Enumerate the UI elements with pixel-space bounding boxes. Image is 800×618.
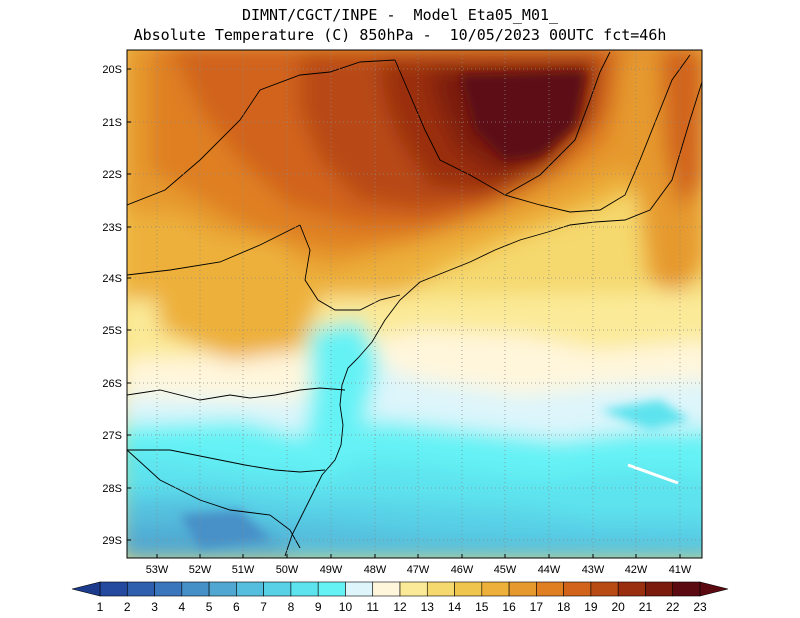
colorbar-swatch	[126, 581, 155, 597]
lat-label: 27S	[102, 430, 122, 442]
lat-label: 28S	[102, 483, 122, 495]
colorbar-right-arrow	[699, 581, 729, 597]
colorbar-label: 10	[339, 600, 353, 614]
lat-label: 26S	[102, 378, 122, 390]
colorbar-label: 15	[475, 600, 489, 614]
colorbar-label: 22	[666, 600, 680, 614]
lon-label: 44W	[538, 564, 561, 576]
colorbar-swatch	[617, 581, 646, 597]
colorbar-swatch	[290, 581, 319, 597]
axis-ticks	[127, 68, 681, 558]
colorbar-left-arrow	[71, 581, 101, 597]
colorbar-swatch	[645, 581, 674, 597]
lat-label: 20S	[102, 64, 122, 76]
colorbar-label: 3	[151, 600, 158, 614]
lon-label: 52W	[189, 564, 212, 576]
lat-label: 21S	[102, 117, 122, 129]
lon-label: 46W	[451, 564, 474, 576]
colorbar-label: 13	[421, 600, 435, 614]
colorbar-swatch	[672, 581, 701, 597]
state-border-sc-rs	[127, 449, 326, 473]
longitude-labels: 53W 52W 51W 50W 49W 48W 47W 46W 45W 44W …	[146, 564, 692, 576]
lat-label: 22S	[102, 169, 122, 181]
state-border-pr-sc	[127, 387, 346, 401]
colorbar-label: 16	[502, 600, 516, 614]
lon-label: 45W	[494, 564, 517, 576]
colorbar-label: 21	[639, 600, 653, 614]
argentina-border	[127, 449, 301, 549]
lon-label: 41W	[669, 564, 692, 576]
colorbar-swatch	[590, 581, 619, 597]
colorbar-swatch	[426, 581, 455, 597]
lat-label: 24S	[102, 273, 122, 285]
state-border-mg-sp	[127, 59, 396, 206]
map-title-line1: DIMNT/CGCT/INPE - Model Eta05_M01_	[241, 6, 559, 24]
colorbar-label: 9	[315, 600, 322, 614]
colorbar-label: 17	[530, 600, 544, 614]
colorbar-label: 14	[448, 600, 462, 614]
colorbar: 1 2 3 4 5 6 7 8 9 10 11 12 13 14 15 16 17 18 19 20 21 22 23	[71, 581, 729, 614]
lon-label: 43W	[582, 564, 605, 576]
colorbar-swatch	[454, 581, 483, 597]
colorbar-label: 1	[97, 600, 104, 614]
colorbar-swatch	[263, 581, 292, 597]
colorbar-label: 12	[393, 600, 407, 614]
lon-label: 48W	[364, 564, 387, 576]
lon-label: 42W	[625, 564, 648, 576]
colorbar-swatch	[208, 581, 237, 597]
plot-frame	[126, 49, 703, 559]
lon-label: 50W	[276, 564, 299, 576]
lon-label: 53W	[146, 564, 169, 576]
colorbar-swatch	[399, 581, 428, 597]
colorbar-swatch	[536, 581, 564, 597]
colorbar-swatch	[99, 581, 128, 597]
latitude-labels: 20S 21S 22S 23S 24S 25S 26S 27S 28S 29S	[102, 64, 122, 547]
colorbar-label: 8	[288, 600, 295, 614]
lon-label: 49W	[320, 564, 343, 576]
colorbar-swatch	[345, 581, 374, 597]
colorbar-label: 23	[693, 600, 707, 614]
colorbar-label: 5	[206, 600, 213, 614]
colorbar-swatch	[181, 581, 210, 597]
state-border-sp-pr	[299, 224, 401, 311]
colorbar-swatch	[372, 581, 401, 597]
lat-label: 29S	[102, 535, 122, 547]
colorbar-swatch	[154, 581, 183, 597]
colorbar-label: 20	[612, 600, 626, 614]
colorbar-label: 11	[366, 600, 379, 614]
colorbar-label: 6	[233, 600, 240, 614]
temperature-field	[127, 50, 702, 558]
colorbar-swatch	[563, 581, 592, 597]
colorbar-swatch	[508, 581, 537, 597]
lat-label: 25S	[102, 325, 122, 337]
colorbar-label: 18	[557, 600, 571, 614]
colorbar-label: 7	[260, 600, 267, 614]
coastline	[284, 81, 702, 557]
state-border-mg-rj	[504, 54, 691, 213]
colorbar-label: 2	[124, 600, 131, 614]
lat-lon-grid	[127, 50, 702, 558]
map-title-line2: Absolute Temperature (C) 850hPa - 10/05/…	[133, 26, 667, 44]
lon-label: 51W	[232, 564, 255, 576]
colorbar-swatch	[317, 581, 346, 597]
colorbar-label: 4	[178, 600, 185, 614]
colorbar-label: 19	[584, 600, 598, 614]
colorbar-swatch	[481, 581, 510, 597]
colorbar-swatch	[236, 581, 264, 597]
lon-label: 47W	[407, 564, 430, 576]
lat-label: 23S	[102, 222, 122, 234]
state-border-ms-pr	[127, 224, 301, 276]
